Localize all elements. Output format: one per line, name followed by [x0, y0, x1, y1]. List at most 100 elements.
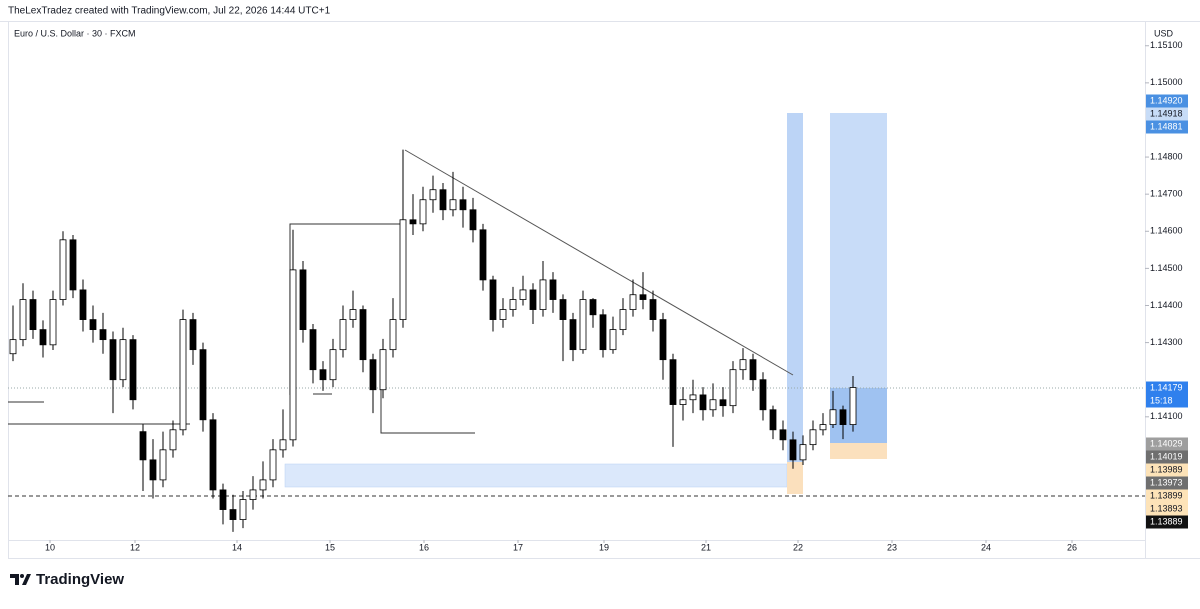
price-label-bg	[1146, 515, 1188, 529]
price-label: 1.14920	[1150, 95, 1183, 105]
candle-body	[59, 239, 67, 300]
x-tick-label: 24	[981, 542, 991, 552]
candle-body	[649, 299, 657, 320]
candle-body	[659, 319, 667, 361]
candle-body	[199, 349, 207, 421]
candle-body	[29, 299, 37, 331]
candle-body	[559, 299, 567, 320]
price-label-bg	[1146, 489, 1188, 503]
price-label-bg	[1146, 120, 1188, 134]
candle-body	[159, 449, 167, 481]
x-tick-label: 15	[325, 542, 335, 552]
price-label-bg	[1146, 381, 1188, 408]
attribution: TheLexTradez created with TradingView.co…	[8, 6, 331, 17]
candle-body	[579, 299, 587, 351]
logo-mark	[20, 574, 24, 578]
candle-body	[479, 229, 487, 281]
candle-body	[99, 329, 107, 341]
brand-logo: TradingView	[10, 571, 124, 588]
candle-body	[699, 394, 707, 411]
zone	[284, 463, 788, 488]
candle-body	[669, 359, 677, 405]
candle-body	[339, 319, 347, 351]
candle-body	[759, 379, 767, 411]
candle-body	[309, 329, 317, 371]
candle-body	[729, 369, 737, 407]
candle-body	[209, 419, 217, 491]
price-label: 1.14881	[1150, 121, 1183, 131]
candle-body	[269, 449, 277, 481]
candle-body	[569, 319, 577, 351]
candle-body	[49, 299, 57, 346]
candle-body	[319, 369, 327, 381]
candle-body	[629, 294, 637, 310]
candle-body	[499, 309, 507, 320]
candle-body	[409, 219, 417, 225]
candle-body	[509, 299, 517, 310]
candle-body	[379, 349, 387, 391]
candle-body	[39, 329, 47, 346]
x-tick-label: 10	[45, 542, 55, 552]
candle-body	[249, 489, 257, 500]
candle-body	[529, 289, 537, 310]
candle-body	[239, 499, 247, 520]
x-tick-label: 19	[599, 542, 609, 552]
price-label: 1.14918	[1150, 108, 1183, 118]
position-stop	[830, 443, 887, 459]
price-label-bg	[1146, 502, 1188, 516]
candle-body	[519, 289, 527, 300]
price-label-bg	[1146, 450, 1188, 464]
price-label-bg	[1146, 437, 1188, 451]
candle-body	[139, 431, 147, 461]
x-tick-label: 22	[793, 542, 803, 552]
price-label: 1.14029	[1150, 438, 1183, 448]
candle-body	[799, 444, 807, 461]
price-label: 1.14019	[1150, 451, 1183, 461]
trendline	[404, 149, 794, 376]
price-label: 1.13889	[1150, 516, 1183, 526]
x-tick-label: 21	[701, 542, 711, 552]
symbol-title: Euro / U.S. Dollar · 30 · FXCM	[14, 28, 136, 38]
position-stop	[787, 462, 803, 494]
candle-body	[89, 319, 97, 331]
candle-body	[189, 319, 197, 351]
x-tick-label: 23	[887, 542, 897, 552]
candle-body	[399, 219, 407, 320]
candle-body	[419, 199, 427, 225]
candle-body	[789, 439, 797, 461]
price-label: 1.14179	[1150, 382, 1183, 392]
candle-body	[839, 409, 847, 426]
candle-body	[639, 294, 647, 300]
price-label: 1.13893	[1150, 503, 1183, 513]
price-label: 1.13973	[1150, 477, 1183, 487]
candle-body	[389, 319, 397, 351]
position-fill	[830, 388, 887, 443]
candle-body	[229, 509, 237, 520]
candle-body	[829, 409, 837, 426]
price-label: 1.13899	[1150, 490, 1183, 500]
candle-body	[79, 289, 87, 320]
position-target	[787, 113, 803, 462]
candle-body	[549, 279, 557, 300]
candle-body	[299, 269, 307, 331]
candle-body	[329, 349, 337, 381]
y-tick-label: 1.14400	[1150, 300, 1183, 310]
candle-body	[819, 424, 827, 431]
y-tick-label: 1.14600	[1150, 226, 1183, 236]
y-tick-label: 1.14100	[1150, 411, 1183, 421]
price-label-bg	[1146, 463, 1188, 477]
candle-body	[19, 299, 27, 341]
candle-body	[289, 269, 297, 441]
x-tick-label: 16	[419, 542, 429, 552]
candle-body	[689, 394, 697, 401]
candle-body	[259, 479, 267, 491]
candle-body	[169, 429, 177, 451]
candle-body	[279, 439, 287, 451]
candle-body	[69, 239, 77, 291]
currency: USD	[1154, 28, 1174, 38]
candle-body	[539, 279, 547, 310]
candle-body	[349, 309, 357, 320]
logo-mark	[10, 574, 31, 585]
